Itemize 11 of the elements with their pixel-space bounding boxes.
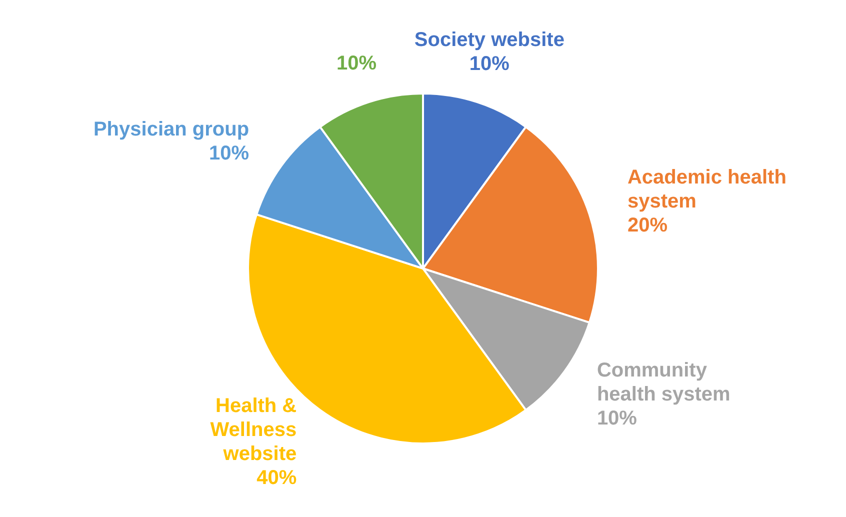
data-label: 40% (256, 466, 297, 489)
slice-label: Health & Wellness website (210, 394, 297, 465)
slice-label: Physician group (93, 118, 250, 141)
data-label: 10% (469, 53, 510, 76)
data-label: 10% (596, 407, 638, 430)
data-label: 20% (627, 214, 668, 237)
data-label: 10% (209, 142, 250, 165)
data-label: 10% (336, 52, 377, 75)
slice-label: Academic health system (627, 166, 786, 213)
slice-label: Society website (414, 29, 564, 52)
slice-label: Community health system (596, 359, 730, 406)
